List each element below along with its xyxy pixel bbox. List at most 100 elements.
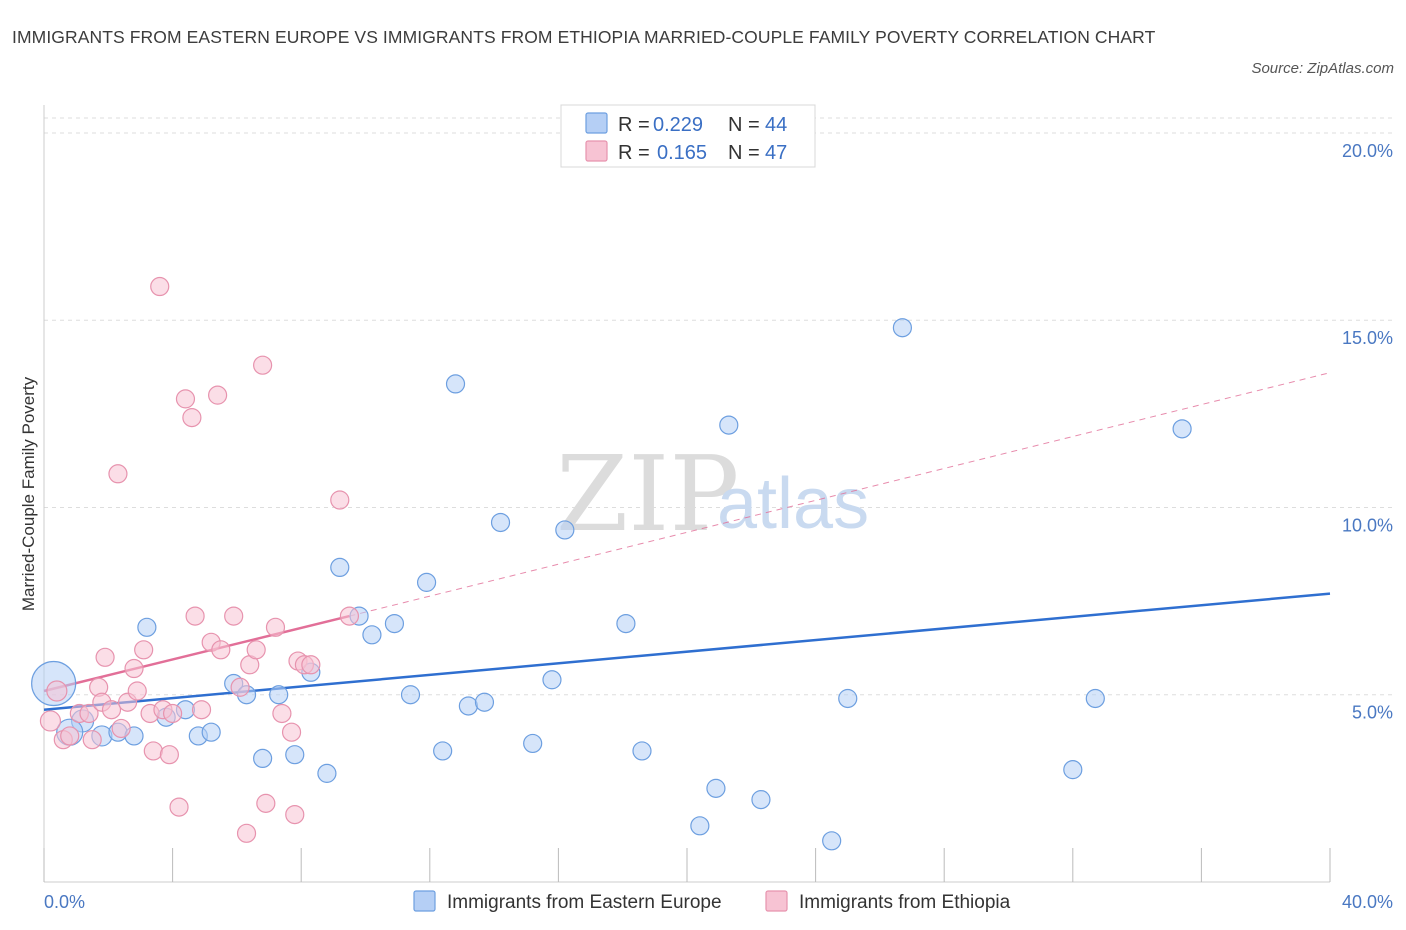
- data-point-eastern-europe: [523, 733, 543, 754]
- data-point-ethiopia: [60, 726, 80, 746]
- data-point-eastern-europe: [555, 520, 575, 540]
- data-point-ethiopia: [169, 797, 189, 817]
- legend-r-label-blue: R =: [618, 114, 650, 136]
- data-point-eastern-europe: [616, 613, 636, 634]
- data-point-ethiopia: [163, 703, 183, 724]
- data-point-eastern-europe: [542, 670, 562, 690]
- data-point-ethiopia: [185, 606, 205, 626]
- data-point-ethiopia: [281, 722, 302, 742]
- data-point-ethiopia: [339, 606, 360, 626]
- data-point-ethiopia: [101, 700, 122, 720]
- data-point-ethiopia: [46, 680, 68, 702]
- watermark-atlas: atlas: [717, 464, 869, 544]
- data-point-ethiopia: [246, 640, 266, 660]
- legend-r-value-blue: 0.229: [653, 114, 703, 136]
- data-point-eastern-europe: [751, 790, 771, 810]
- data-point-ethiopia: [224, 606, 244, 626]
- stats-legend: R = 0.229 N = 44 R = 0.165 N = 47: [560, 104, 816, 168]
- series-legend-label-pink: Immigrants from Ethiopia: [799, 892, 1011, 913]
- data-point-eastern-europe: [1172, 419, 1192, 439]
- source-label: Source: ZipAtlas.com: [1251, 60, 1394, 77]
- data-point-eastern-europe: [416, 572, 437, 592]
- data-point-ethiopia: [134, 640, 154, 660]
- data-point-eastern-europe: [285, 745, 305, 765]
- x-tick-max: 40.0%: [1342, 892, 1393, 912]
- legend-r-value-pink: 0.165: [657, 142, 707, 164]
- data-point-eastern-europe: [400, 685, 421, 705]
- data-point-ethiopia: [191, 700, 212, 720]
- data-point-eastern-europe: [137, 617, 157, 637]
- data-point-eastern-europe: [892, 318, 913, 338]
- y-tick-label: 20.0%: [1342, 141, 1393, 161]
- data-point-ethiopia: [159, 745, 179, 765]
- data-point-ethiopia: [95, 647, 115, 667]
- legend-swatch-blue: [585, 112, 608, 134]
- legend-r-label-pink: R =: [618, 142, 650, 164]
- data-point-eastern-europe: [445, 374, 466, 394]
- data-point-eastern-europe: [1063, 760, 1083, 780]
- data-point-eastern-europe: [690, 816, 710, 836]
- data-point-eastern-europe: [490, 512, 511, 533]
- data-point-ethiopia: [150, 276, 170, 297]
- data-point-ethiopia: [211, 640, 231, 660]
- data-point-ethiopia: [301, 655, 321, 675]
- data-point-eastern-europe: [458, 696, 478, 716]
- trend-extension-pink: [349, 372, 1331, 617]
- data-point-eastern-europe: [253, 748, 273, 769]
- data-point-eastern-europe: [822, 831, 842, 851]
- data-point-ethiopia: [265, 617, 286, 637]
- data-point-eastern-europe: [384, 613, 405, 634]
- data-point-eastern-europe: [433, 741, 453, 761]
- data-point-ethiopia: [256, 793, 276, 813]
- data-point-eastern-europe: [719, 415, 739, 435]
- data-point-eastern-europe: [201, 722, 221, 742]
- watermark: ZIP atlas: [556, 433, 869, 555]
- data-point-ethiopia: [236, 823, 257, 843]
- data-point-eastern-europe: [362, 625, 382, 645]
- legend-swatch-pink: [585, 140, 608, 162]
- data-point-eastern-europe: [838, 688, 858, 709]
- data-point-eastern-europe: [269, 685, 289, 705]
- x-tick-min: 0.0%: [44, 892, 85, 912]
- data-point-eastern-europe: [317, 763, 337, 783]
- data-point-ethiopia: [111, 718, 131, 739]
- data-point-ethiopia: [108, 464, 128, 484]
- series-legend-swatch-pink: [765, 890, 788, 912]
- y-tick-label: 5.0%: [1352, 703, 1393, 723]
- data-point-ethiopia: [272, 703, 292, 724]
- data-points: [31, 276, 1192, 851]
- data-point-ethiopia: [82, 730, 102, 750]
- data-point-ethiopia: [79, 703, 99, 724]
- legend-n-label-pink: N =: [728, 142, 760, 164]
- axes: [43, 105, 1331, 883]
- series-legend-label-blue: Immigrants from Eastern Europe: [447, 892, 722, 913]
- data-point-eastern-europe: [706, 778, 726, 798]
- grid-lines: [44, 117, 1393, 696]
- data-point-ethiopia: [124, 658, 144, 679]
- data-point-eastern-europe: [474, 692, 495, 712]
- data-point-ethiopia: [175, 389, 196, 409]
- trend-line-blue: [43, 592, 1331, 711]
- data-point-ethiopia: [127, 681, 147, 701]
- data-point-eastern-europe: [632, 741, 652, 761]
- data-point-eastern-europe: [330, 557, 350, 578]
- data-point-ethiopia: [182, 408, 202, 428]
- data-point-ethiopia: [208, 385, 228, 405]
- chart-title: IMMIGRANTS FROM EASTERN EUROPE VS IMMIGR…: [12, 27, 1156, 47]
- data-point-eastern-europe: [1085, 688, 1105, 709]
- y-tick-label: 15.0%: [1342, 328, 1393, 348]
- legend-n-value-blue: 44: [765, 114, 787, 136]
- y-tick-label: 10.0%: [1342, 515, 1393, 535]
- data-point-ethiopia: [285, 804, 305, 825]
- data-point-ethiopia: [253, 355, 273, 375]
- legend-n-value-pink: 47: [765, 142, 787, 164]
- y-tick-labels: 5.0% 10.0% 15.0% 20.0%: [1342, 141, 1393, 723]
- legend-n-label-blue: N =: [728, 114, 760, 136]
- series-legend-swatch-blue: [413, 890, 436, 912]
- data-point-ethiopia: [230, 677, 250, 697]
- watermark-zip: ZIP: [556, 433, 739, 555]
- y-axis-label: Married-Couple Family Poverty: [19, 376, 38, 611]
- series-legend: Immigrants from Eastern Europe Immigrant…: [413, 890, 1011, 913]
- data-point-ethiopia: [143, 741, 163, 761]
